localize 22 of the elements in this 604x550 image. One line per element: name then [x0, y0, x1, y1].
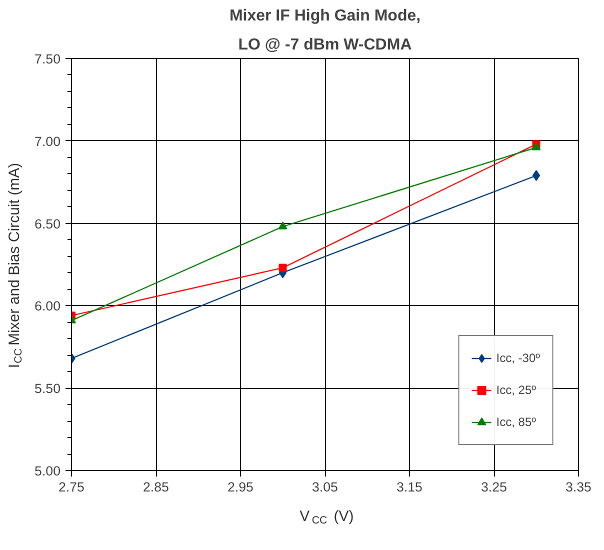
y-tick-label: 6.50	[34, 216, 61, 232]
x-tick-label: 2.85	[143, 480, 169, 494]
y-tick-label: 7.00	[34, 134, 61, 149]
y-tick-label: 6.00	[34, 298, 61, 314]
x-tick-label: 3.35	[566, 480, 592, 494]
y-tick-label: 5.50	[34, 381, 61, 396]
legend-label: Icc, 25º	[496, 383, 536, 397]
x-tick-label: 3.25	[481, 480, 507, 494]
x-tick-label: 3.05	[312, 480, 338, 494]
y-tick-label: 7.50	[34, 52, 61, 66]
y-tick-label: 5.00	[34, 464, 61, 478]
x-tick-label: 2.95	[228, 480, 254, 494]
chart-title: Mixer IF High Gain Mode,	[229, 8, 421, 24]
x-tick-label: 2.75	[58, 480, 84, 494]
chart-subtitle: LO @ -7 dBm W-CDMA	[238, 36, 412, 54]
point	[278, 221, 288, 230]
x-tick-label: 3.15	[396, 480, 422, 494]
point	[278, 264, 287, 272]
legend-label: Icc, -30º	[496, 351, 540, 365]
y-axis-title: ICC Mixer and Bias Circuit (mA)	[6, 162, 24, 368]
point	[532, 170, 540, 182]
legend-label: Icc, 85º	[496, 415, 536, 429]
